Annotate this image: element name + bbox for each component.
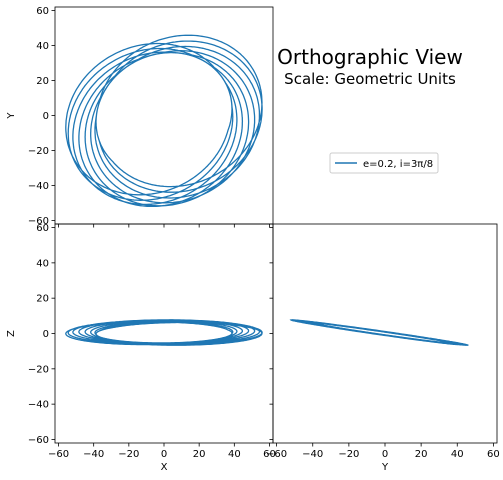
xtick-label: −60 bbox=[266, 449, 287, 460]
xtick-label: 20 bbox=[415, 449, 428, 460]
legend-entry-label: e=0.2, i=3π/8 bbox=[363, 159, 433, 170]
yaxis-label: Z bbox=[6, 330, 17, 337]
chart-subtitle: Scale: Geometric Units bbox=[284, 70, 456, 88]
yaxis-label: Y bbox=[6, 112, 17, 120]
panel-xz: −60 −40 −20 0 20 40 60 −60 −40 −20 0 20 40 60 X Z bbox=[6, 223, 276, 473]
xtick-label: −20 bbox=[118, 449, 139, 460]
legend: e=0.2, i=3π/8 bbox=[329, 152, 439, 174]
xtick-label: 0 bbox=[382, 449, 388, 460]
ytick-label: −20 bbox=[28, 146, 49, 157]
ytick-label: −60 bbox=[28, 435, 49, 446]
chart-title: Orthographic View bbox=[277, 45, 463, 69]
ytick-label: 0 bbox=[43, 111, 49, 122]
series-line-xz bbox=[65, 319, 263, 346]
xaxis-label: X bbox=[161, 462, 168, 473]
ytick-label: 60 bbox=[36, 6, 49, 17]
series-line-yz bbox=[289, 319, 469, 346]
xtick-label: −40 bbox=[83, 449, 104, 460]
ytick-label: 40 bbox=[36, 41, 49, 52]
xtick-label: −20 bbox=[338, 449, 359, 460]
series-line-xy bbox=[65, 34, 263, 208]
axes-frame-yz bbox=[272, 223, 498, 444]
ytick-label: 20 bbox=[36, 294, 49, 305]
ytick-label: 0 bbox=[43, 329, 49, 340]
ytick-label: −40 bbox=[28, 400, 49, 411]
panel-yz: −60 −40 −20 0 20 40 60 Y bbox=[266, 223, 500, 473]
ytick-label: −60 bbox=[28, 216, 49, 227]
xtick-label: 20 bbox=[193, 449, 206, 460]
xtick-label: 40 bbox=[451, 449, 464, 460]
xaxis-label: Y bbox=[381, 462, 389, 473]
xtick-label: 40 bbox=[228, 449, 241, 460]
xtick-label: 60 bbox=[263, 449, 276, 460]
panel-xy: −60 −40 −20 0 20 40 60 Y bbox=[6, 6, 274, 228]
ytick-label: 60 bbox=[36, 223, 49, 234]
xtick-label: −40 bbox=[302, 449, 323, 460]
xtick-label: 60 bbox=[487, 449, 500, 460]
ytick-label: 40 bbox=[36, 258, 49, 269]
ytick-label: −20 bbox=[28, 364, 49, 375]
xtick-label: 0 bbox=[161, 449, 167, 460]
ytick-label: 20 bbox=[36, 76, 49, 87]
ytick-label: −40 bbox=[28, 181, 49, 192]
xtick-label: −60 bbox=[48, 449, 69, 460]
legend-box bbox=[329, 152, 439, 174]
